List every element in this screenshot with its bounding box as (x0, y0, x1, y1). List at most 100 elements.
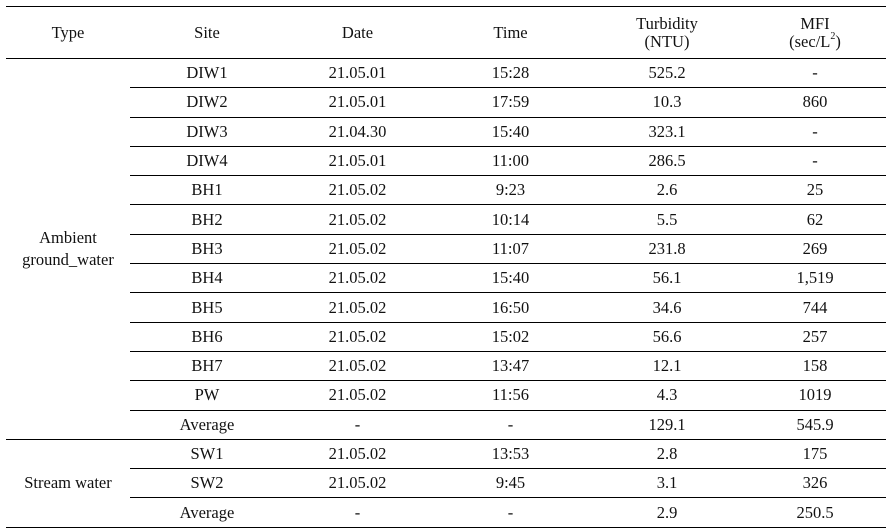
cell-site: BH3 (130, 234, 284, 265)
cell-turbidity: 231.8 (590, 234, 744, 265)
cell-mfi: 250.5 (744, 497, 886, 528)
header-mfi-unit: (sec/L2) (744, 31, 886, 51)
table-row: DIW4 21.05.01 11:00 286.5- (6, 146, 886, 177)
cell-site: DIW1 (130, 58, 284, 89)
cell-date: 21.05.02 (284, 175, 431, 206)
cell-date: 21.05.02 (284, 439, 431, 470)
cell-mfi: 545.9 (744, 410, 886, 440)
cell-time: 15:28 (431, 58, 590, 89)
table-row: BH2 21.05.02 10:14 5.5 62 (6, 204, 886, 235)
cell-turbidity: 3.1 (590, 468, 744, 499)
header-date: Date (284, 6, 431, 59)
cell-turbidity: 2.6 (590, 175, 744, 206)
type-label-line1: Stream water (24, 473, 112, 493)
data-table-page: Type Site Date Time Turbidity (NTU) MFI … (6, 6, 886, 528)
cell-turbidity: 323.1 (590, 117, 744, 147)
header-mfi-label: MFI (800, 13, 830, 33)
cell-mfi: 62 (744, 204, 886, 235)
cell-mfi: 175 (744, 439, 886, 470)
table-row: BH7 21.05.02 13:47 12.1 158 (6, 351, 886, 382)
cell-turbidity: 286.5 (590, 146, 744, 177)
cell-time: 9:45 (431, 468, 590, 499)
table-row: BH6 21.05.02 15:02 56.6 257 (6, 322, 886, 352)
cell-time: 17:59 (431, 87, 590, 118)
turbidity-mfi-table: Type Site Date Time Turbidity (NTU) MFI … (6, 6, 886, 528)
cell-site: Average (130, 410, 284, 440)
cell-site: BH7 (130, 351, 284, 382)
cell-date: 21.05.02 (284, 204, 431, 235)
cell-site: PW (130, 380, 284, 411)
cell-mfi: - (744, 146, 886, 177)
cell-turbidity: 525.2 (590, 58, 744, 89)
cell-site: DIW4 (130, 146, 284, 177)
header-turbidity-label: Turbidity (636, 13, 698, 33)
cell-mfi: 744 (744, 292, 886, 323)
cell-site: SW2 (130, 468, 284, 499)
table-row: Average - -129.1 545.9 (6, 410, 886, 440)
cell-date: 21.05.02 (284, 263, 431, 294)
type-label-line1: Ambient (39, 227, 97, 247)
header-mfi: MFI (sec/L2) (744, 6, 886, 59)
cell-site: BH1 (130, 175, 284, 206)
cell-date: 21.05.02 (284, 234, 431, 265)
header-mfi-unit-sup: 2 (830, 31, 836, 42)
cell-turbidity: 5.5 (590, 204, 744, 235)
header-turbidity: Turbidity (NTU) (590, 6, 744, 59)
cell-mfi: 1019 (744, 380, 886, 411)
type-cell: Ambient ground_water (6, 58, 130, 440)
cell-site: BH2 (130, 204, 284, 235)
cell-site: DIW3 (130, 117, 284, 147)
cell-mfi: 257 (744, 322, 886, 352)
cell-site: SW1 (130, 439, 284, 470)
table-row: DIW3 21.04.30 15:40 323.1- (6, 117, 886, 147)
cell-date: 21.05.01 (284, 146, 431, 177)
cell-site: BH4 (130, 263, 284, 294)
cell-time: - (431, 497, 590, 528)
type-label-line2: ground_water (22, 249, 114, 269)
cell-time: 10:14 (431, 204, 590, 235)
cell-turbidity: 12.1 (590, 351, 744, 382)
cell-turbidity: 56.1 (590, 263, 744, 294)
type-cell: Stream water (6, 439, 130, 528)
header-row: Type Site Date Time Turbidity (NTU) MFI … (6, 6, 886, 59)
cell-turbidity: 56.6 (590, 322, 744, 352)
table-row: Average - -2.9 250.5 (6, 497, 886, 528)
cell-turbidity: 34.6 (590, 292, 744, 323)
cell-mfi: 25 (744, 175, 886, 206)
cell-site: BH5 (130, 292, 284, 323)
table-row: DIW2 21.05.01 17:59 10.3 860 (6, 87, 886, 118)
table-row: Ambient ground_water DIW1 21.05.01 15:28 525.… (6, 58, 886, 440)
table-row: SW2 21.05.02 9:45 3.1 326 (6, 468, 886, 499)
cell-time: 15:02 (431, 322, 590, 352)
cell-site: Average (130, 497, 284, 528)
table-header: Type Site Date Time Turbidity (NTU) MFI … (6, 6, 886, 59)
cell-time: 9:23 (431, 175, 590, 206)
cell-date: 21.05.02 (284, 322, 431, 352)
table-row: PW 21.05.02 11:56 4.3 1019 (6, 380, 886, 411)
cell-date: 21.04.30 (284, 117, 431, 147)
cell-mfi: 1,519 (744, 263, 886, 294)
cell-date: 21.05.02 (284, 468, 431, 499)
header-time: Time (431, 6, 590, 59)
header-type: Type (6, 6, 130, 59)
cell-time: 13:53 (431, 439, 590, 470)
cell-turbidity: 2.8 (590, 439, 744, 470)
cell-date: 21.05.01 (284, 87, 431, 118)
cell-date: - (284, 497, 431, 528)
cell-turbidity: 10.3 (590, 87, 744, 118)
cell-time: - (431, 410, 590, 440)
cell-turbidity: 2.9 (590, 497, 744, 528)
cell-date: 21.05.02 (284, 380, 431, 411)
cell-date: 21.05.02 (284, 292, 431, 323)
cell-time: 15:40 (431, 263, 590, 294)
cell-mfi: 269 (744, 234, 886, 265)
table-row: BH5 21.05.02 16:50 34.6 744 (6, 292, 886, 323)
cell-time: 11:00 (431, 146, 590, 177)
cell-mfi: 158 (744, 351, 886, 382)
table-row: BH1 21.05.02 9:23 2.6 25 (6, 175, 886, 206)
cell-mfi: - (744, 58, 886, 89)
table-body: Ambient ground_water DIW1 21.05.01 15:28 525.… (6, 58, 886, 528)
header-mfi-unit-post: ) (835, 31, 841, 51)
header-mfi-unit-pre: (sec/L (789, 31, 831, 51)
cell-time: 16:50 (431, 292, 590, 323)
